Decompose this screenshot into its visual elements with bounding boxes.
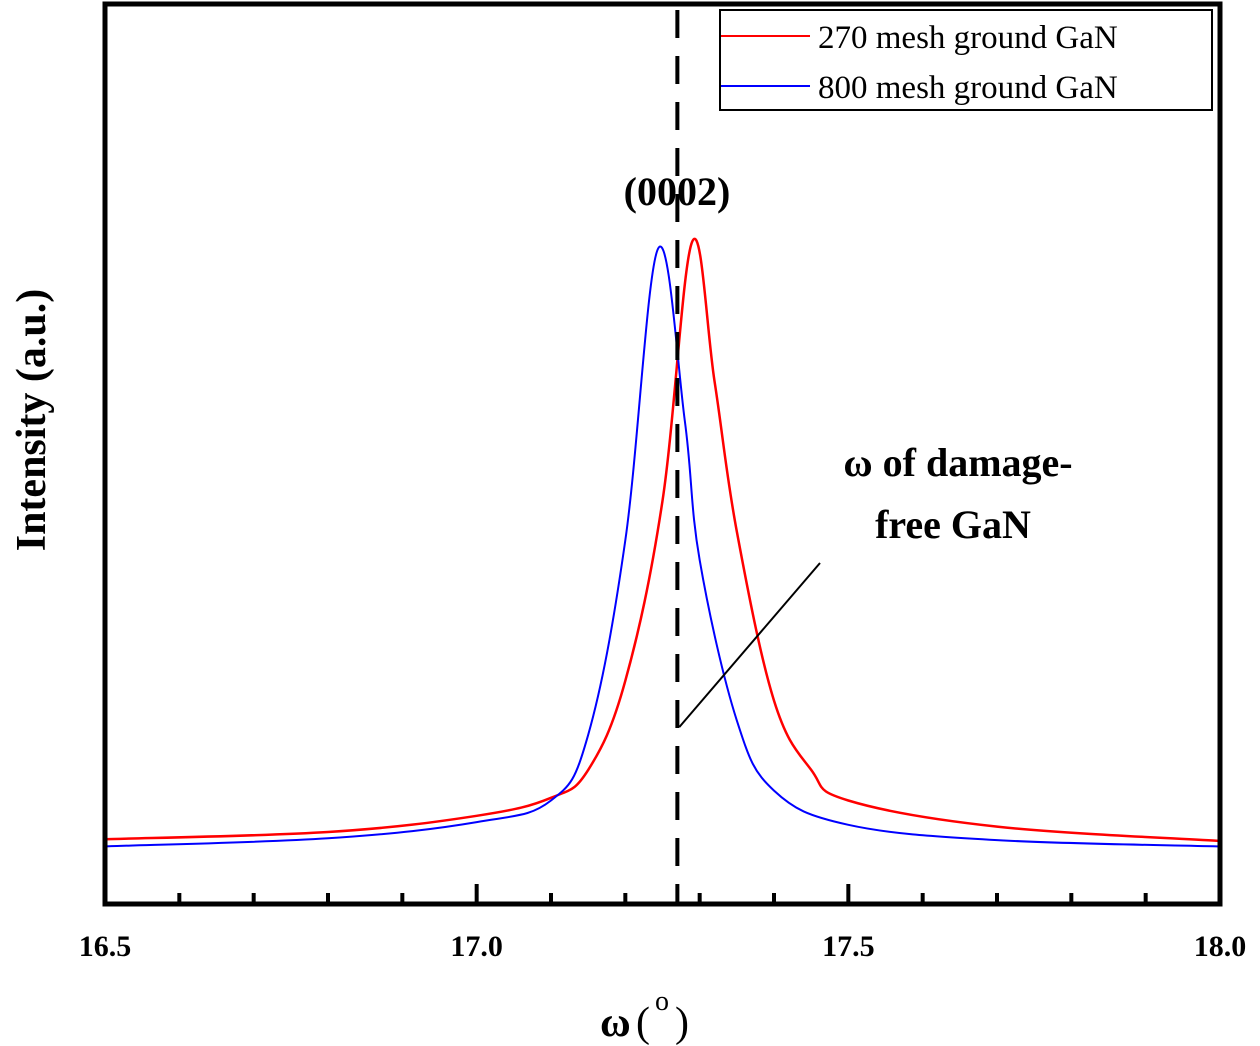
x-tick-label: 16.5	[79, 930, 132, 963]
x-axis-ticks	[177, 884, 1148, 904]
plot-frame	[102, 1, 1223, 907]
y-axis-title: Intensity (a.u.)	[9, 289, 55, 552]
x-axis-title-degree: o	[655, 986, 669, 1017]
annotation-line-1: ω of damage-	[843, 440, 1072, 485]
annotation-line-2: free GaN	[875, 502, 1031, 547]
x-tick-label: 17.5	[822, 930, 875, 963]
x-tick-label: 17.0	[450, 930, 503, 963]
x-axis-title: ω ( o )	[600, 986, 689, 1046]
legend-box	[719, 9, 1213, 111]
x-tick-label: 18.0	[1194, 930, 1247, 963]
annotation-pointer-line	[678, 562, 821, 728]
x-axis-title-symbol: ω	[600, 1000, 631, 1046]
legend: 270 mesh ground GaN 800 mesh ground GaN	[719, 9, 1213, 111]
x-axis-title-paren-open: (	[636, 1000, 650, 1046]
legend-label-800-mesh: 800 mesh ground GaN	[818, 70, 1118, 106]
x-axis-title-paren-close: )	[675, 1000, 689, 1046]
series-line-800-mesh	[104, 245, 1221, 848]
series-group	[104, 237, 1221, 848]
x-axis-tick-labels: 16.5 17.0 17.5 18.0	[79, 930, 1247, 963]
peak-label-0002: (0002)	[624, 169, 731, 214]
series-line-270-mesh	[104, 237, 1221, 843]
legend-label-270-mesh: 270 mesh ground GaN	[818, 20, 1118, 56]
